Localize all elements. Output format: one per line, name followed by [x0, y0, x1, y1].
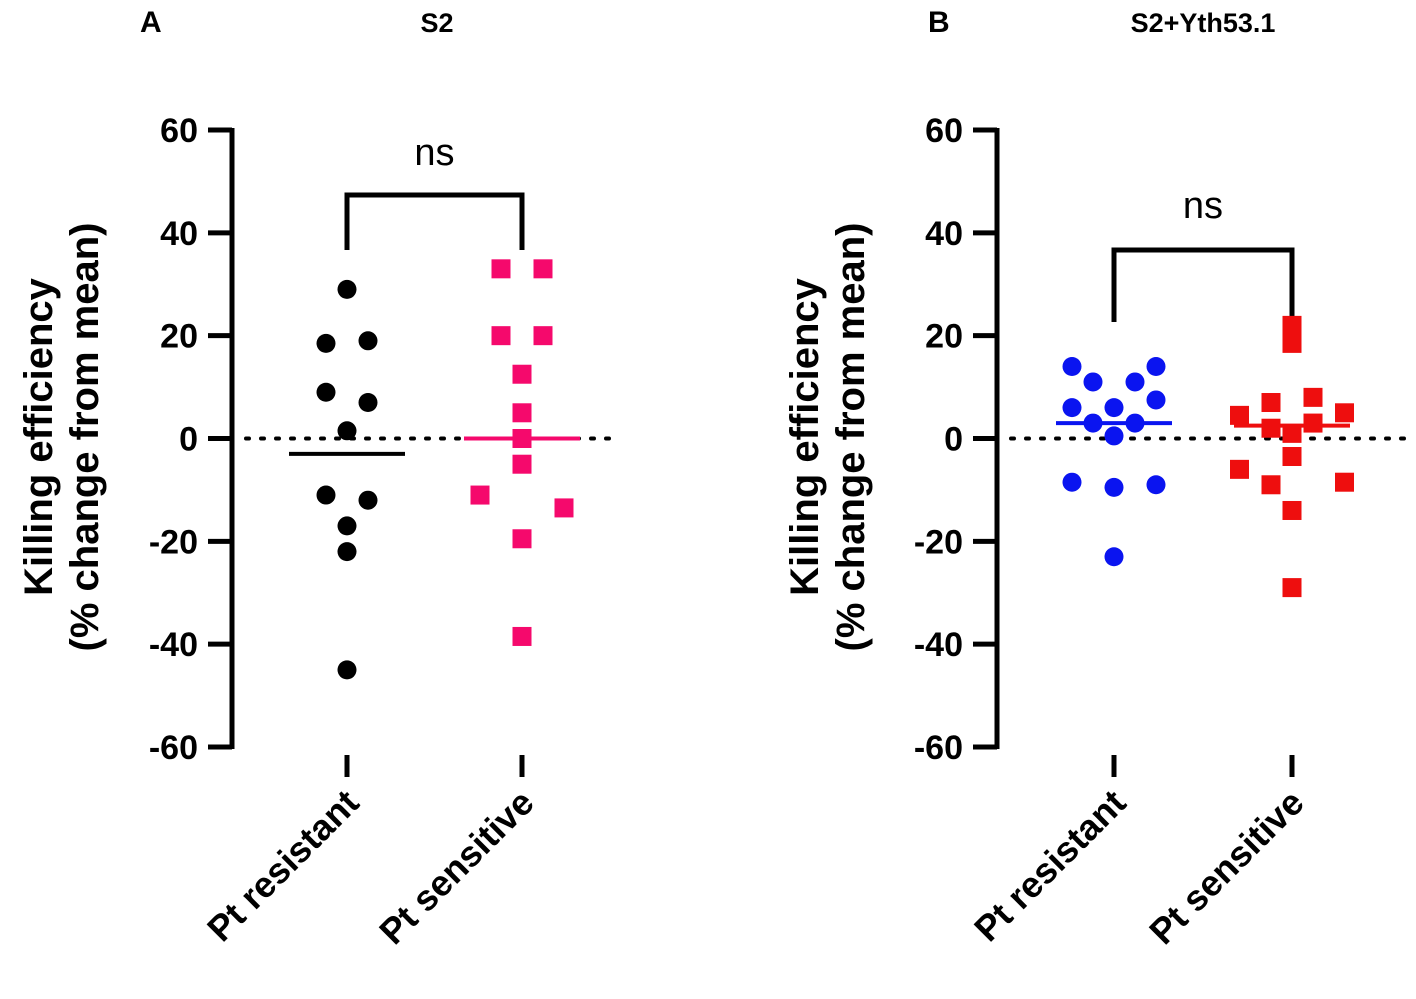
data-point: [491, 259, 511, 279]
data-point: [316, 382, 336, 402]
data-point: [1261, 475, 1281, 495]
data-point: [1282, 446, 1302, 466]
data-point: [1335, 472, 1354, 492]
data-point: [1230, 405, 1249, 425]
y-tick-label: 0: [179, 421, 198, 459]
data-point: [533, 259, 553, 279]
data-point: [1104, 547, 1124, 567]
data-point: [554, 498, 574, 518]
data-point: [1062, 357, 1082, 377]
data-point: [1282, 500, 1302, 520]
data-point: [512, 364, 532, 384]
data-point: [512, 626, 532, 646]
data-point: [1282, 333, 1302, 353]
data-point: [337, 421, 357, 441]
data-point: [358, 393, 378, 413]
data-point: [533, 326, 553, 346]
data-point: [1282, 578, 1302, 598]
data-point: [1261, 393, 1281, 413]
y-axis-label-line1: Killing efficiency: [17, 277, 61, 596]
y-axis-label-line1: Killing efficiency: [783, 277, 827, 596]
data-point: [1083, 372, 1103, 392]
x-tick-label: Pt sensitive: [371, 782, 541, 952]
data-point: [1303, 413, 1323, 433]
y-tick-label: 40: [925, 215, 963, 253]
y-tick-label: 20: [925, 318, 963, 356]
y-tick-label: 40: [160, 215, 198, 253]
data-point: [337, 542, 357, 562]
data-point: [358, 331, 378, 351]
data-point: [1062, 398, 1082, 418]
y-tick-label: 20: [160, 318, 198, 356]
data-point: [337, 660, 357, 680]
data-point: [1062, 472, 1082, 492]
data-point: [512, 454, 532, 474]
y-tick-label: 0: [944, 421, 963, 459]
data-point: [1303, 387, 1323, 407]
panel-a: A S2 Killing efficiency (% change from m…: [17, 6, 617, 952]
chart-title: S2+Yth53.1: [1131, 8, 1276, 38]
x-tick-label: Pt resistant: [199, 782, 367, 950]
data-point: [1125, 372, 1145, 392]
y-tick-label: -20: [149, 523, 198, 561]
x-tick-label: Pt sensitive: [1141, 782, 1311, 952]
data-point: [1282, 423, 1302, 443]
y-tick-label: -60: [914, 729, 963, 767]
y-tick-label: -20: [914, 523, 963, 561]
data-point: [1261, 418, 1281, 438]
data-point: [491, 326, 511, 346]
y-tick-label: -40: [149, 626, 198, 664]
panel-letter: B: [928, 6, 950, 39]
y-tick-label: -40: [914, 626, 963, 664]
data-point: [1104, 398, 1124, 418]
chart-title: S2: [420, 8, 453, 38]
data-point: [512, 403, 532, 423]
y-tick-label: 60: [160, 112, 198, 150]
data-point: [1335, 403, 1354, 423]
y-tick-label: -60: [149, 729, 198, 767]
y-axis-label-line2: (% change from mean): [63, 223, 107, 652]
panel-b: B S2+Yth53.1 Killing efficiency (% chang…: [783, 6, 1412, 952]
y-axis-label-line2: (% change from mean): [829, 223, 873, 652]
data-point: [470, 485, 490, 505]
data-point: [1230, 459, 1249, 479]
y-tick-label: 60: [925, 112, 963, 150]
data-point: [316, 333, 336, 353]
significance-bracket: [344, 192, 525, 250]
y-axis-label: Killing efficiency (% change from mean): [17, 223, 107, 652]
data-point: [1282, 315, 1302, 335]
data-point: [1104, 477, 1124, 497]
data-point: [1146, 357, 1166, 377]
data-point: [316, 485, 336, 505]
data-point: [337, 279, 357, 299]
significance-label: ns: [414, 132, 454, 174]
data-point: [337, 516, 357, 536]
data-point: [512, 529, 532, 549]
panel-letter: A: [140, 6, 162, 39]
data-point: [1104, 426, 1124, 446]
y-axis-label: Killing efficiency (% change from mean): [783, 223, 873, 652]
data-point: [1146, 390, 1166, 410]
data-point: [358, 490, 378, 510]
x-tick-label: Pt resistant: [966, 782, 1134, 950]
significance-label: ns: [1183, 185, 1223, 227]
data-point: [1146, 475, 1166, 495]
significance-bracket: [1111, 247, 1295, 322]
